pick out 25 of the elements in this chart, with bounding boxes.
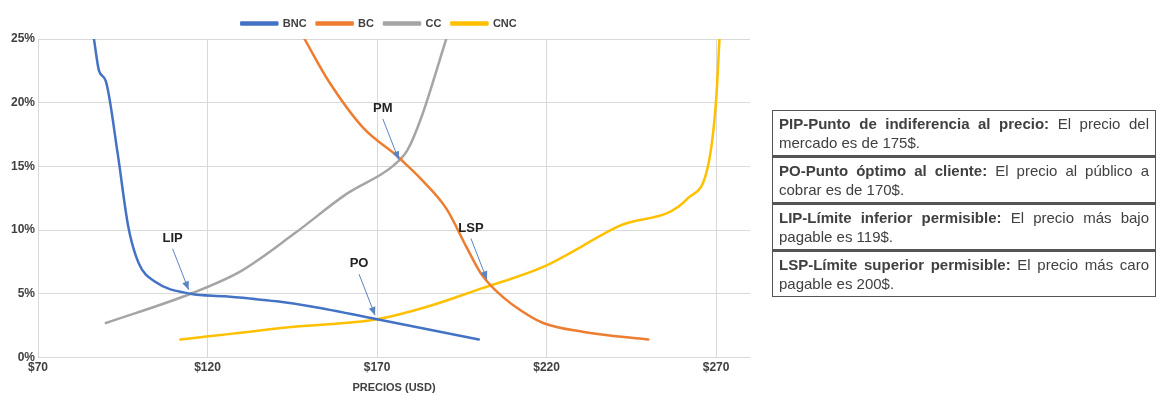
legend-label: CC [425, 16, 442, 29]
text: LSP-Límite superior permisible: El precio más caro pagable es 200$. [779, 256, 1149, 292]
annotation: LIP [162, 229, 184, 245]
annotation: PO [349, 255, 369, 271]
annotation: LSP [458, 219, 484, 235]
x-tick-label: $220 [533, 359, 561, 374]
text: PIP-Punto de indiferencia al precio: El precio del mercado es de 175$. [779, 115, 1149, 151]
y-tick-label: 10% [10, 222, 36, 237]
legend-label: CNC [492, 16, 517, 29]
x-tick-label: $70 [28, 359, 49, 374]
y-tick-label: 25% [10, 31, 36, 46]
y-tick-label: 5% [17, 286, 36, 301]
annotation: PM [373, 99, 393, 115]
y-tick-label: 15% [10, 158, 36, 173]
legend-label: BC [358, 16, 375, 29]
legend-label: BNC [282, 16, 307, 29]
text: PO-Punto óptimo al cliente: El precio al público a cobrar es de 170$. [779, 162, 1149, 198]
line-series [104, 39, 448, 325]
x-axis-title: PRECIOS (USD) [352, 381, 436, 394]
x-tick-label: $270 [702, 359, 730, 374]
line-series [303, 39, 650, 341]
x-tick-label: $170 [363, 359, 391, 374]
x-tick-label: $120 [194, 359, 222, 374]
text: LIP-Límite inferior permisible: El precio más bajo pagable es 119$. [779, 209, 1149, 245]
y-tick-label: 20% [10, 94, 36, 109]
